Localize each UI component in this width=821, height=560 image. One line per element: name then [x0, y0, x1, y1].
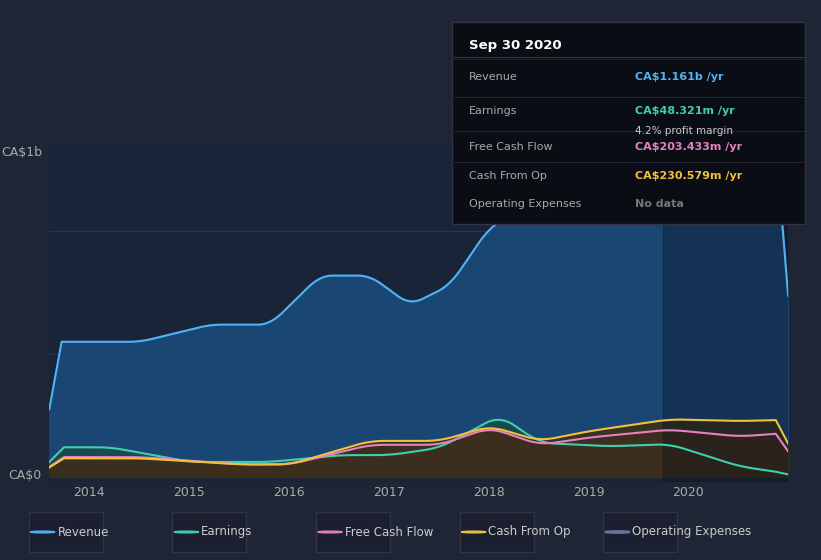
Text: 4.2% profit margin: 4.2% profit margin [635, 126, 733, 136]
FancyBboxPatch shape [460, 512, 534, 552]
Text: Revenue: Revenue [57, 525, 109, 539]
Text: Free Cash Flow: Free Cash Flow [470, 142, 553, 152]
FancyBboxPatch shape [172, 512, 246, 552]
FancyBboxPatch shape [603, 512, 677, 552]
Text: Cash From Op: Cash From Op [488, 525, 571, 539]
Circle shape [318, 531, 342, 533]
Text: CA$1.161b /yr: CA$1.161b /yr [635, 72, 723, 82]
Text: CA$1b: CA$1b [1, 146, 42, 158]
Circle shape [461, 531, 486, 533]
Text: Operating Expenses: Operating Expenses [632, 525, 751, 539]
Text: Revenue: Revenue [470, 72, 518, 82]
Text: No data: No data [635, 199, 684, 209]
FancyBboxPatch shape [29, 512, 103, 552]
Text: Earnings: Earnings [201, 525, 253, 539]
Text: Sep 30 2020: Sep 30 2020 [470, 39, 562, 52]
Text: CA$203.433m /yr: CA$203.433m /yr [635, 142, 742, 152]
Text: Operating Expenses: Operating Expenses [470, 199, 581, 209]
Circle shape [174, 531, 199, 533]
Text: CA$230.579m /yr: CA$230.579m /yr [635, 171, 742, 181]
Bar [663, 146, 788, 482]
Text: CA$48.321m /yr: CA$48.321m /yr [635, 106, 735, 116]
Circle shape [30, 531, 55, 533]
FancyBboxPatch shape [316, 512, 390, 552]
Text: Cash From Op: Cash From Op [470, 171, 547, 181]
Text: CA$0: CA$0 [9, 469, 42, 482]
Text: Free Cash Flow: Free Cash Flow [345, 525, 433, 539]
Text: Earnings: Earnings [470, 106, 518, 116]
FancyBboxPatch shape [452, 22, 805, 224]
